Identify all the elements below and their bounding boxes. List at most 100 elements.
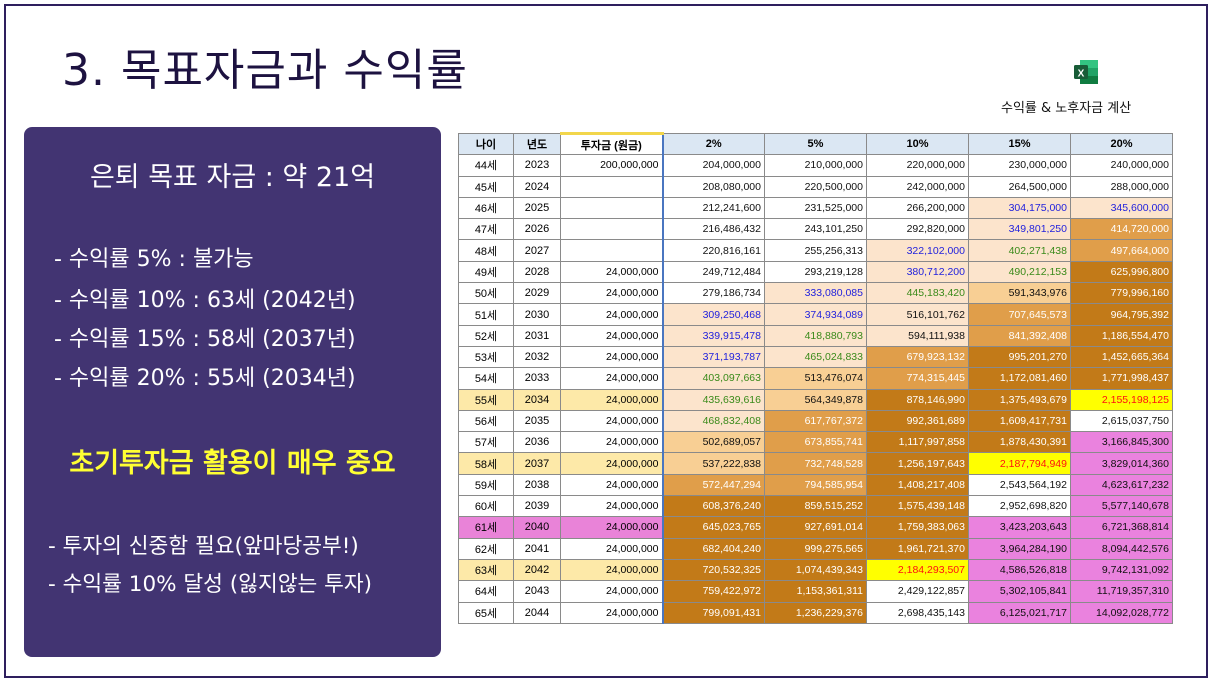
rate-5-cell: 513,476,074 <box>764 367 867 390</box>
rate-20-cell: 240,000,000 <box>1070 154 1173 177</box>
rate-10-cell: 1,575,439,148 <box>866 495 969 518</box>
principal-cell: 24,000,000 <box>560 388 663 411</box>
rate-10-cell: 992,361,689 <box>866 409 969 433</box>
rate-10-cell: 1,256,197,643 <box>866 452 969 475</box>
table-row: 49세 2028 24,000,000 249,712,484 293,219,128 3… <box>458 260 1173 284</box>
rate-2-cell: 208,080,000 <box>661 175 765 198</box>
year-cell: 2037 <box>513 452 561 475</box>
header-rate-2: 2% <box>661 132 765 156</box>
year-cell: 2036 <box>513 431 561 454</box>
age-cell: 46세 <box>458 196 514 220</box>
rate-10-cell: 445,183,420 <box>866 282 969 305</box>
age-cell: 49세 <box>458 260 514 284</box>
rate-2-cell: 339,915,478 <box>661 324 765 347</box>
age-cell: 53세 <box>458 345 514 369</box>
principal-cell <box>560 218 663 241</box>
rate-20-cell: 779,996,160 <box>1070 282 1173 305</box>
rate-5-cell: 418,880,793 <box>764 324 867 347</box>
year-cell: 2023 <box>513 154 561 177</box>
principal-cell: 24,000,000 <box>560 516 663 539</box>
rate-5-cell: 293,219,128 <box>764 260 867 284</box>
rate-2-cell: 212,241,600 <box>661 196 765 220</box>
rate-2-cell: 608,376,240 <box>661 495 765 518</box>
principal-cell: 24,000,000 <box>560 324 663 347</box>
age-cell: 56세 <box>458 409 514 433</box>
year-cell: 2024 <box>513 175 561 198</box>
rate-20-cell: 2,155,198,125 <box>1070 388 1173 411</box>
principal-cell: 24,000,000 <box>560 282 663 305</box>
rate-15-cell: 2,952,698,820 <box>968 495 1071 518</box>
slide-frame <box>4 4 1208 678</box>
rate-15-cell: 6,125,021,717 <box>968 601 1071 624</box>
principal-cell: 24,000,000 <box>560 580 663 603</box>
table-row: 59세 2038 24,000,000 572,447,294 794,585,954 1… <box>458 473 1173 497</box>
table-row: 60세 2039 24,000,000 608,376,240 859,515,252 1… <box>458 495 1173 518</box>
table-row: 54세 2033 24,000,000 403,097,663 513,476,074 7… <box>458 367 1173 390</box>
table-row: 44세 2023 200,000,000 204,000,000 210,000,000… <box>458 154 1173 177</box>
year-cell: 2033 <box>513 367 561 390</box>
rate-2-cell: 502,689,057 <box>661 431 765 454</box>
principal-cell: 24,000,000 <box>560 495 663 518</box>
age-cell: 51세 <box>458 303 514 326</box>
year-cell: 2027 <box>513 239 561 262</box>
rate-10-cell: 679,923,132 <box>866 345 969 369</box>
rate-10-cell: 1,117,997,858 <box>866 431 969 454</box>
rate-15-cell: 402,271,438 <box>968 239 1071 262</box>
rate-15-cell: 5,302,105,841 <box>968 580 1071 603</box>
age-cell: 47세 <box>458 218 514 241</box>
age-cell: 55세 <box>458 388 514 411</box>
rate-2-cell: 645,023,765 <box>661 516 765 539</box>
rate-5-cell: 255,256,313 <box>764 239 867 262</box>
note-line-2: - 수익률 10% 달성 (잃지않는 투자) <box>48 572 373 597</box>
principal-cell <box>560 196 663 220</box>
rate-15-cell: 3,964,284,190 <box>968 537 1071 560</box>
table-row: 58세 2037 24,000,000 537,222,838 732,748,528 1… <box>458 452 1173 475</box>
age-cell: 61세 <box>458 516 514 539</box>
rate-10-cell: 380,712,200 <box>866 260 969 284</box>
return-line-20: - 수익률 20% : 55세 (2034년) <box>54 366 356 391</box>
age-cell: 54세 <box>458 367 514 390</box>
rate-20-cell: 414,720,000 <box>1070 218 1173 241</box>
principal-cell: 24,000,000 <box>560 558 663 582</box>
age-cell: 64세 <box>458 580 514 603</box>
rate-15-cell: 4,586,526,818 <box>968 558 1071 582</box>
excel-file-caption[interactable]: 수익률 & 노후자금 계산 <box>1001 101 1132 116</box>
year-cell: 2028 <box>513 260 561 284</box>
year-cell: 2035 <box>513 409 561 433</box>
rate-20-cell: 8,094,442,576 <box>1070 537 1173 560</box>
year-cell: 2041 <box>513 537 561 560</box>
rate-20-cell: 11,719,357,310 <box>1070 580 1173 603</box>
rate-15-cell: 707,645,573 <box>968 303 1071 326</box>
table-row: 45세 2024 208,080,000 220,500,000 242,000,000… <box>458 175 1173 198</box>
rate-2-cell: 537,222,838 <box>661 452 765 475</box>
header-rate-10: 10% <box>866 132 969 156</box>
rate-10-cell: 292,820,000 <box>866 218 969 241</box>
age-cell: 48세 <box>458 239 514 262</box>
rate-2-cell: 249,712,484 <box>661 260 765 284</box>
rate-2-cell: 720,532,325 <box>661 558 765 582</box>
rate-15-cell: 2,187,794,949 <box>968 452 1071 475</box>
table-row: 50세 2029 24,000,000 279,186,734 333,080,085 4… <box>458 282 1173 305</box>
year-cell: 2025 <box>513 196 561 220</box>
table-row: 46세 2025 212,241,600 231,525,000 266,200,000… <box>458 196 1173 220</box>
rate-10-cell: 878,146,990 <box>866 388 969 411</box>
return-table: 나이 년도 투자금 (원금) 2% 5% 10% 15% 20% 44세 2023… <box>458 131 1173 624</box>
excel-icon[interactable]: X <box>1072 58 1100 86</box>
year-cell: 2029 <box>513 282 561 305</box>
age-cell: 65세 <box>458 601 514 624</box>
rate-5-cell: 1,074,439,343 <box>764 558 867 582</box>
rate-5-cell: 617,767,372 <box>764 409 867 433</box>
rate-15-cell: 1,878,430,391 <box>968 431 1071 454</box>
table-row: 51세 2030 24,000,000 309,250,468 374,934,089 5… <box>458 303 1173 326</box>
rate-15-cell: 349,801,250 <box>968 218 1071 241</box>
rate-15-cell: 591,343,976 <box>968 282 1071 305</box>
rate-15-cell: 1,375,493,679 <box>968 388 1071 411</box>
rate-10-cell: 594,111,938 <box>866 324 969 347</box>
rate-2-cell: 220,816,161 <box>661 239 765 262</box>
rate-20-cell: 3,166,845,300 <box>1070 431 1173 454</box>
rate-10-cell: 1,961,721,370 <box>866 537 969 560</box>
rate-5-cell: 673,855,741 <box>764 431 867 454</box>
rate-10-cell: 322,102,000 <box>866 239 969 262</box>
principal-cell: 200,000,000 <box>560 154 663 177</box>
rate-5-cell: 999,275,565 <box>764 537 867 560</box>
